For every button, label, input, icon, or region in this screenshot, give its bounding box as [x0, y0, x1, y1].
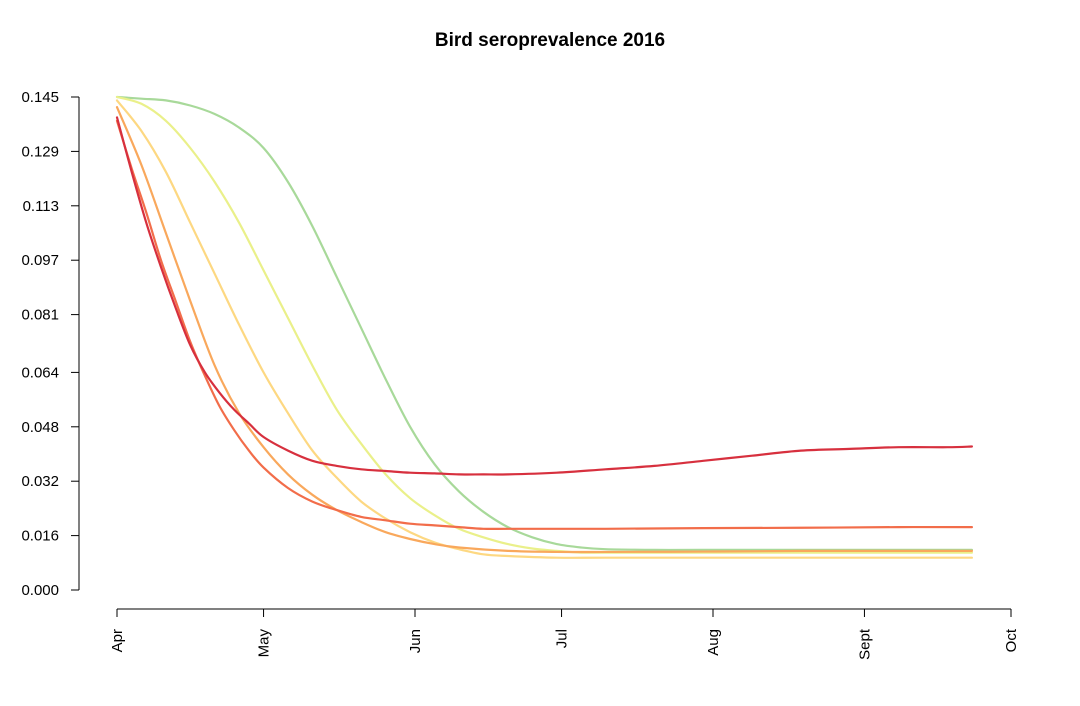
- x-tick-label: Aug: [705, 629, 722, 656]
- x-tick-label: Apr: [109, 629, 126, 652]
- plot-lines: [115, 95, 974, 559]
- x-tick-label: Jun: [407, 629, 424, 653]
- series-line-6: [115, 95, 974, 552]
- y-tick-label: 0.016: [21, 528, 59, 545]
- y-tick-label: 0.097: [21, 252, 59, 269]
- series-line-4: [115, 99, 974, 559]
- y-tick-label: 0.000: [21, 582, 59, 599]
- series-line-2: [115, 119, 974, 531]
- y-tick-label: 0.048: [21, 419, 59, 436]
- series-line-5: [115, 95, 974, 554]
- y-tick-label: 0.032: [21, 473, 59, 490]
- y-tick-label: 0.145: [21, 89, 59, 106]
- series-line-1: [115, 116, 974, 476]
- x-tick-label: Jul: [554, 629, 571, 648]
- y-axis: 0.000 0.016 0.032 0.048 0.064 0.081 0.097 0.113…: [21, 89, 80, 599]
- chart-title: Bird seroprevalence 2016: [435, 30, 665, 51]
- series-line-3: [115, 106, 974, 554]
- y-tick-label: 0.064: [21, 364, 59, 381]
- y-tick-label: 0.113: [23, 198, 59, 215]
- x-tick-label: May: [256, 629, 273, 658]
- y-tick-label: 0.129: [21, 143, 59, 160]
- y-tick-label: 0.081: [21, 307, 59, 324]
- x-axis: Apr May Jun Jul Aug Sept Oct: [109, 608, 1020, 660]
- x-tick-label: Oct: [1003, 628, 1020, 652]
- x-tick-label: Sept: [856, 628, 873, 660]
